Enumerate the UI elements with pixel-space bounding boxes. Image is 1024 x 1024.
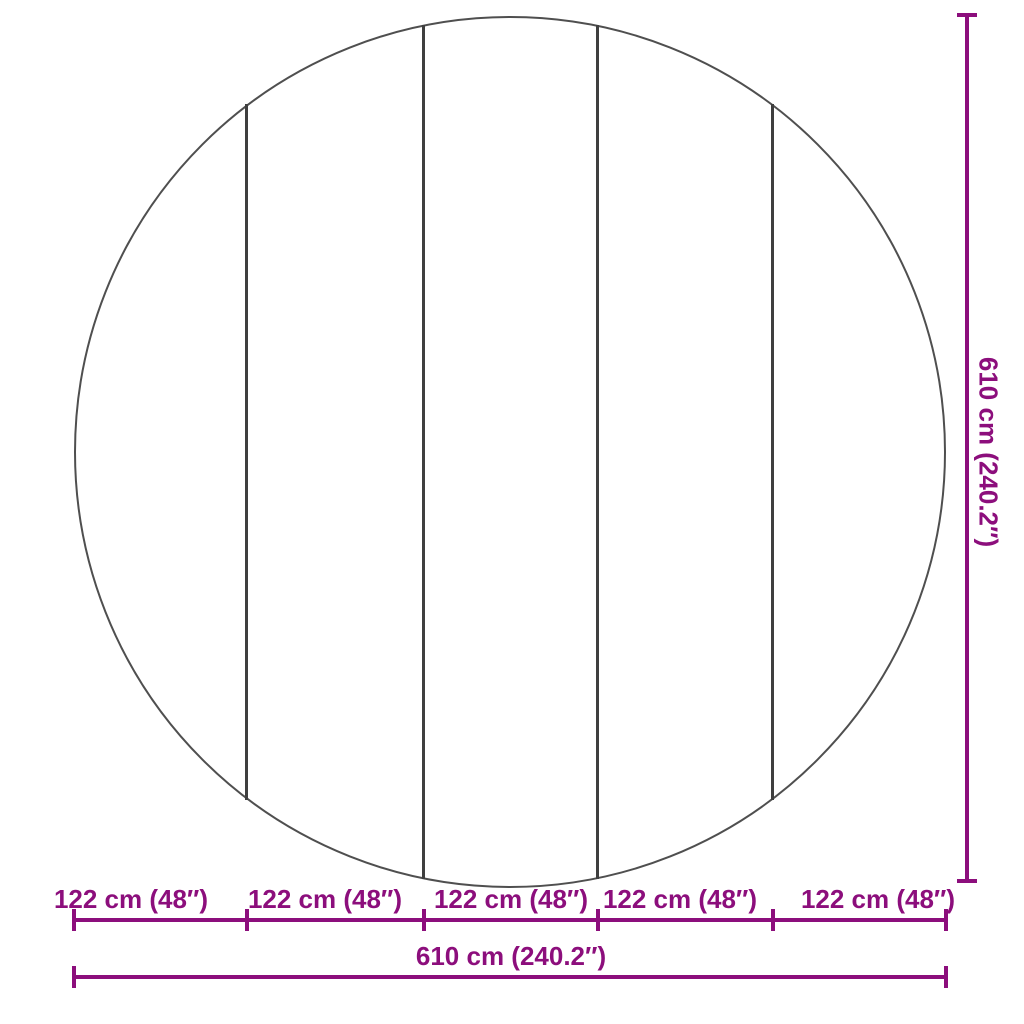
dimension-tick	[771, 909, 775, 931]
dimension-tick	[957, 13, 977, 17]
dimension-tick	[422, 909, 426, 931]
segment-dimension-line	[74, 918, 946, 922]
segment-dimension-label: 122 cm (48″)	[800, 884, 956, 914]
strip-divider-line-3	[596, 25, 599, 879]
dimension-tick	[944, 966, 948, 988]
dimension-tick	[72, 966, 76, 988]
segment-dimension-label: 122 cm (48″)	[602, 884, 758, 914]
height-dimension-line	[965, 15, 969, 883]
dimension-tick	[72, 909, 76, 931]
dimension-tick	[944, 909, 948, 931]
dimension-tick	[596, 909, 600, 931]
total-width-dimension-line	[74, 975, 946, 979]
dimension-tick	[245, 909, 249, 931]
segment-dimension-label: 122 cm (48″)	[247, 884, 403, 914]
total-width-label: 610 cm (240.2″)	[415, 941, 607, 971]
circle-outline	[74, 16, 946, 888]
dimension-tick	[957, 879, 977, 883]
strip-divider-line-1	[245, 104, 248, 800]
strip-divider-line-4	[771, 104, 774, 800]
height-dimension-label: 610 cm (240.2″)	[973, 356, 1004, 548]
segment-dimension-label: 122 cm (48″)	[53, 884, 209, 914]
segment-dimension-label: 122 cm (48″)	[433, 884, 589, 914]
strip-divider-line-2	[422, 25, 425, 879]
